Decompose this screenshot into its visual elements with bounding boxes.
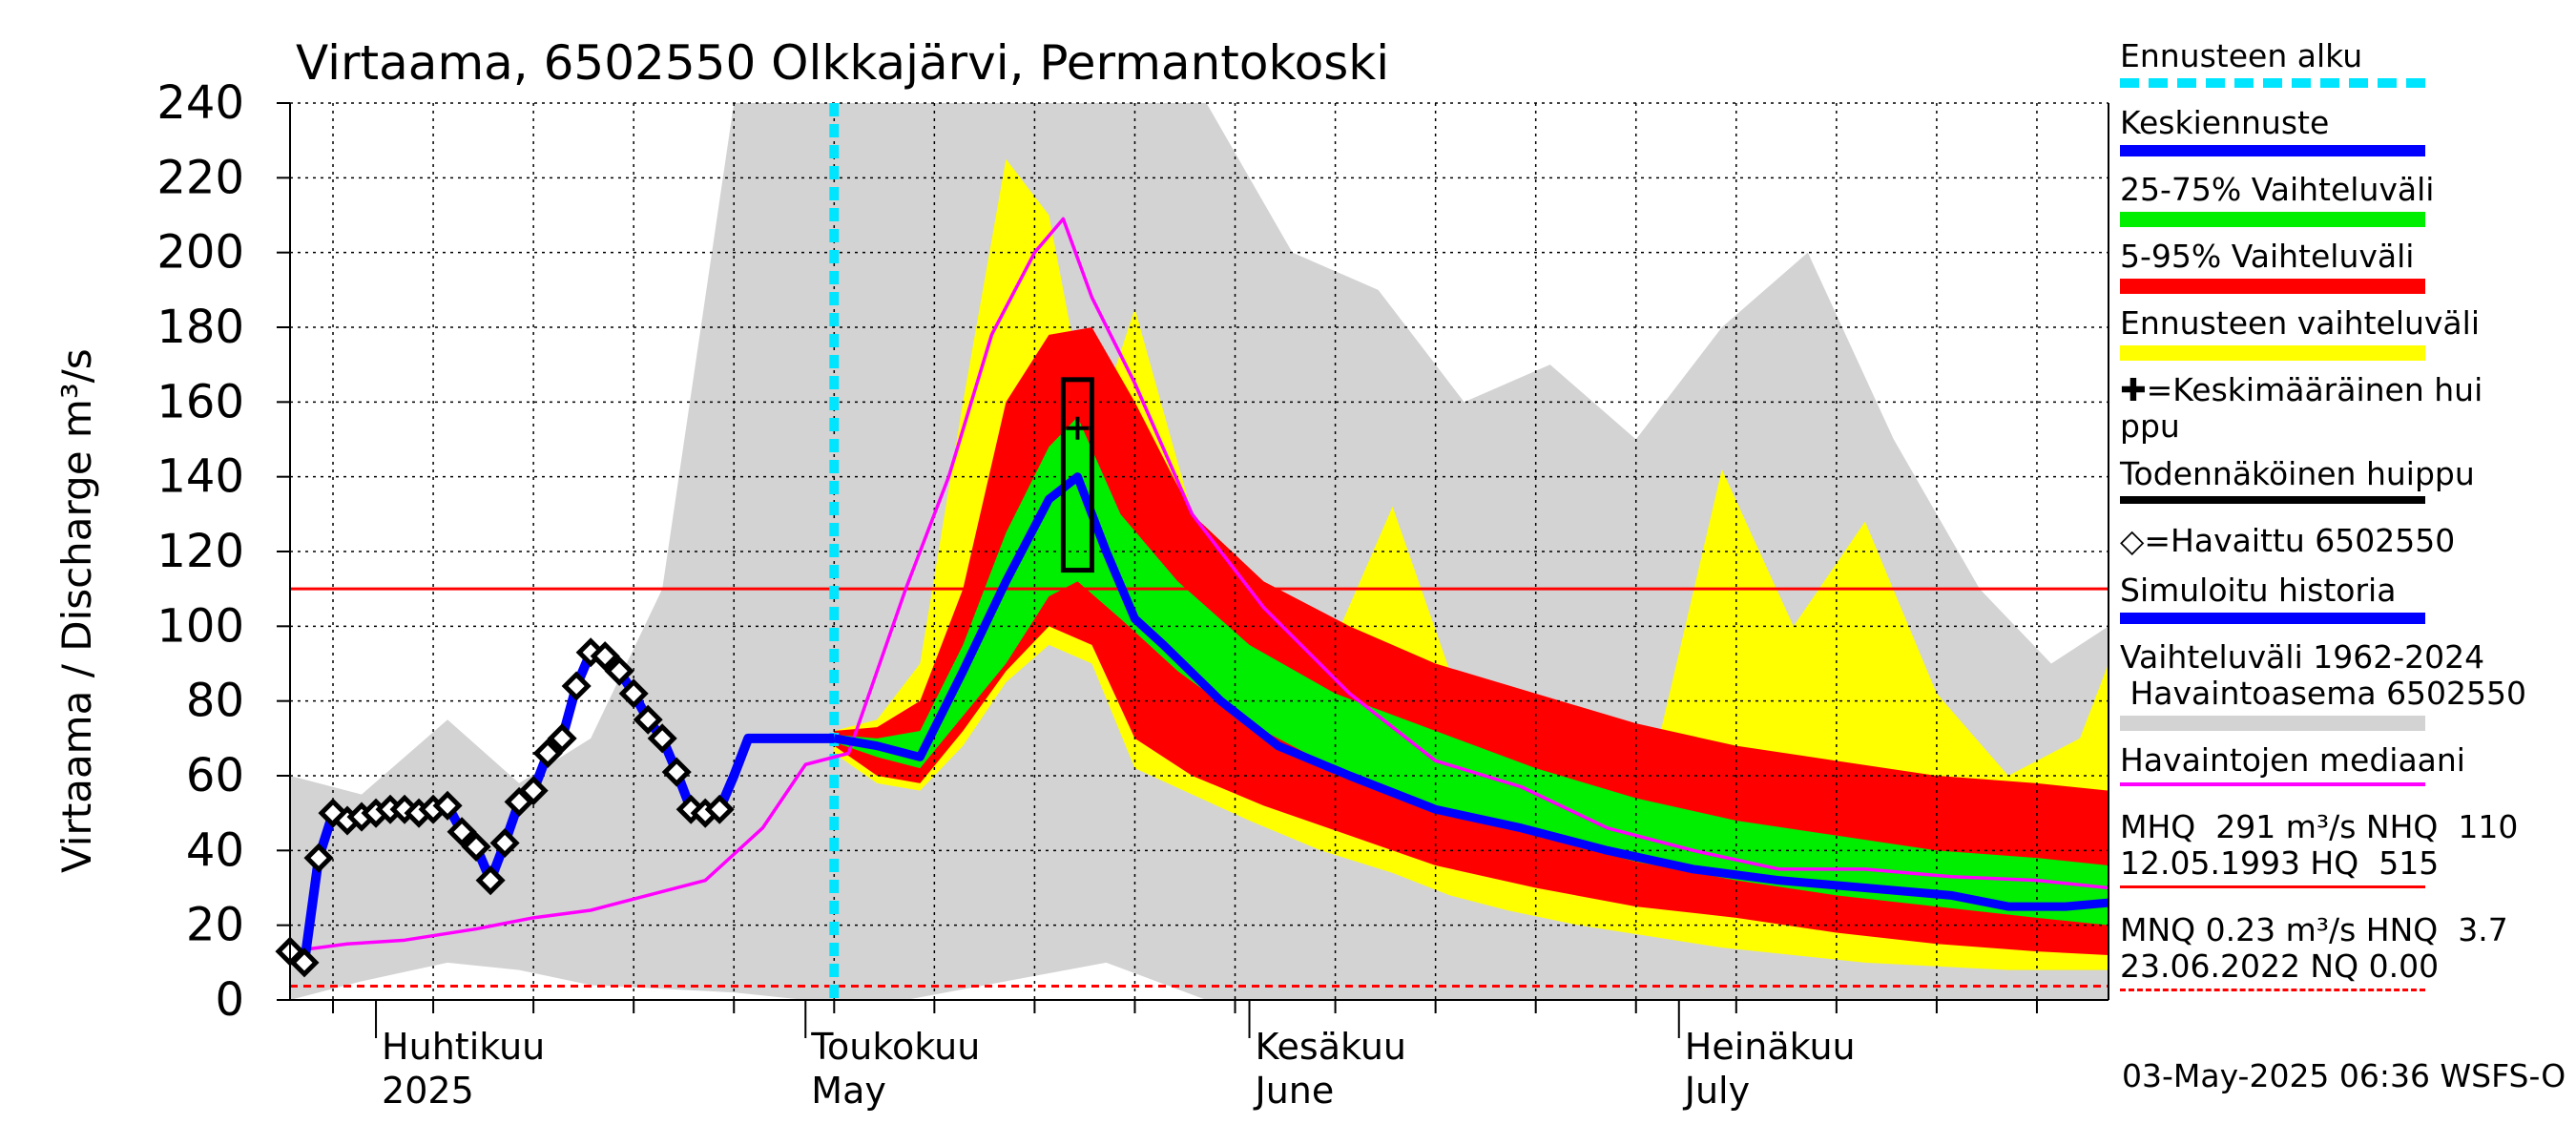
timestamp: 03-May-2025 06:36 WSFS-O — [2122, 1057, 2566, 1094]
observed-point — [518, 776, 549, 806]
observed-point — [447, 817, 477, 847]
probable-peak-box — [1060, 377, 1094, 573]
x-month-label-fi: Heinäkuu — [1685, 1026, 1856, 1068]
legend-stats-high: MHQ 291 m³/s NHQ 110 12.05.1993 HQ 515 — [2120, 809, 2568, 912]
range-25-75-band — [834, 417, 2109, 926]
observed-point — [303, 843, 334, 873]
observed-point — [661, 757, 692, 787]
legend-median: Havaintojen mediaani — [2120, 742, 2568, 809]
grid-lines — [290, 102, 2109, 1000]
y-tick-label: 220 — [156, 151, 244, 204]
observed-point — [618, 678, 649, 709]
y-tick-label: 60 — [186, 749, 244, 802]
legend-forecast-range: Ennusteen vaihteluväli — [2120, 305, 2568, 372]
legend-range-5-95: 5-95% Vaihteluväli — [2120, 239, 2568, 305]
mean-forecast-line — [833, 472, 2109, 911]
observed-point — [489, 827, 520, 859]
legend-hist-range-swatch — [2120, 716, 2425, 731]
legend: Ennusteen alku Keskiennuste 25-75% Vaiht… — [2120, 38, 2568, 998]
x-month-label-en: May — [811, 1070, 886, 1112]
mean-peak-marker — [1066, 416, 1090, 440]
legend-mean-forecast-swatch — [2120, 145, 2425, 156]
observed-point — [432, 790, 463, 821]
chart-title: Virtaama, 6502550 Olkkajärvi, Permantoko… — [296, 35, 1389, 91]
legend-probable-peak-swatch — [2120, 496, 2425, 504]
legend-forecast-range-swatch — [2120, 345, 2425, 361]
legend-hist-range: Vaihteluväli 1962-2024 Havaintoasema 650… — [2120, 639, 2568, 742]
legend-probable-peak: Todennäköinen huippu — [2120, 456, 2568, 523]
y-tick-label: 40 — [186, 823, 244, 877]
legend-simulated-swatch — [2120, 613, 2425, 624]
legend-forecast-start-swatch — [2120, 78, 2425, 88]
legend-nhq-swatch — [2120, 885, 2425, 888]
y-tick-label: 240 — [156, 76, 244, 130]
x-month-label-en: June — [1254, 1070, 1335, 1112]
y-tick-label: 160 — [156, 375, 244, 428]
observed-point — [561, 671, 592, 701]
legend-mean-peak: ✚=Keskimääräinen huippu — [2120, 371, 2483, 445]
legend-median-swatch — [2120, 782, 2425, 786]
observed-point — [604, 656, 634, 686]
y-tick-label: 80 — [186, 675, 244, 728]
y-tick-label: 20 — [186, 899, 244, 952]
y-tick-label: 180 — [156, 301, 244, 354]
legend-forecast-start: Ennusteen alku — [2120, 38, 2568, 105]
x-month-label-en: July — [1683, 1070, 1750, 1112]
observed-point — [461, 831, 491, 862]
legend-range-25-75: 25-75% Vaihteluväli — [2120, 172, 2568, 239]
x-month-label-en: 2025 — [382, 1070, 474, 1112]
x-month-label-fi: Kesäkuu — [1256, 1026, 1407, 1068]
observed-point — [289, 947, 320, 978]
median-line — [290, 217, 2109, 953]
legend-range-5-95-swatch — [2120, 279, 2425, 294]
legend-simulated: Simuloitu historia — [2120, 572, 2568, 639]
observed-point — [475, 865, 506, 896]
range-5-95-band — [834, 327, 2109, 955]
legend-observed: ◇=Havaittu 6502550 — [2120, 522, 2456, 559]
y-tick-label: 100 — [156, 599, 244, 653]
x-month-label-fi: Toukokuu — [810, 1026, 980, 1068]
y-tick-label: 0 — [215, 973, 244, 1027]
y-tick-label: 140 — [156, 450, 244, 504]
observed-point — [590, 641, 620, 672]
observed-point — [532, 738, 563, 769]
legend-mean-forecast: Keskiennuste — [2120, 105, 2568, 172]
observed-point — [633, 704, 663, 735]
y-tick-label: 200 — [156, 226, 244, 280]
observed-point — [704, 794, 735, 824]
legend-range-25-75-swatch — [2120, 212, 2425, 227]
y-tick-label: 120 — [156, 525, 244, 578]
y-axis-label: Virtaama / Discharge m³/s — [53, 348, 100, 873]
observed-point — [547, 723, 577, 754]
legend-hnq-swatch — [2120, 989, 2425, 991]
x-month-label-fi: Huhtikuu — [382, 1026, 545, 1068]
observed-point — [647, 723, 677, 754]
legend-stats-low: MNQ 0.23 m³/s HNQ 3.7 23.06.2022 NQ 0.00 — [2120, 912, 2568, 998]
